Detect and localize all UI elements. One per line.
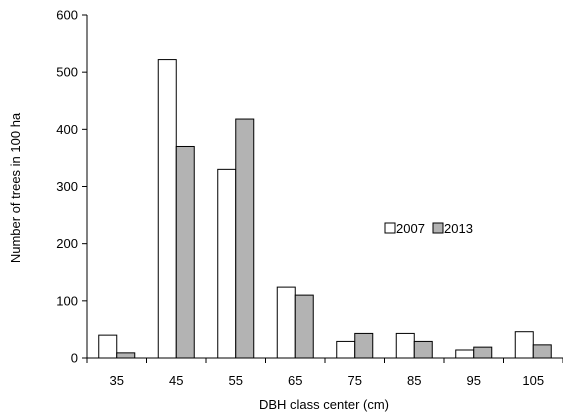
bar-2007-85 [395,332,415,359]
legend: 2007 2013 [384,221,473,236]
y-axis-label: Number of trees in 100 ha [8,112,23,263]
bar-2013-95 [473,346,493,359]
x-tick-label: 35 [110,373,124,388]
y-tick-label: 400 [56,122,78,137]
bar-2007-95 [455,349,475,359]
x-tick-label: 65 [288,373,302,388]
bar-2013-35 [116,352,136,359]
bar-2007-75 [336,340,356,359]
y-tick-label: 100 [56,293,78,308]
y-tick-label: 300 [56,179,78,194]
x-tick-label: 55 [229,373,243,388]
y-tick-label: 500 [56,65,78,80]
x-tick-label: 75 [348,373,362,388]
legend-label-2013: 2013 [444,221,473,236]
x-tick-label: 105 [522,373,544,388]
bar-2013-55 [235,118,255,359]
x-tick-label: 85 [407,373,421,388]
y-tick-label: 600 [56,8,78,23]
bar-2007-45 [157,59,177,359]
bars [98,59,552,359]
bar-2007-105 [514,331,534,359]
bar-2013-65 [294,294,314,359]
bar-2013-85 [413,340,433,359]
x-axis-label: DBH class center (cm) [259,397,389,412]
y-tick-label: 0 [71,351,78,366]
bar-2013-45 [175,145,195,359]
legend-label-2007: 2007 [396,221,425,236]
bar-2013-105 [532,344,552,359]
axes: 0 100 200 300 400 500 600 35 45 55 65 75 85 95 105 [56,8,563,388]
bar-2007-35 [98,334,118,359]
bar-2007-55 [217,168,237,359]
bar-2007-65 [276,286,296,359]
x-tick-label: 45 [169,373,183,388]
y-tick-label: 200 [56,236,78,251]
legend-swatch-2013 [432,222,444,234]
legend-swatch-2007 [384,222,396,234]
x-tick-label: 95 [467,373,481,388]
bar-2013-75 [354,332,374,359]
